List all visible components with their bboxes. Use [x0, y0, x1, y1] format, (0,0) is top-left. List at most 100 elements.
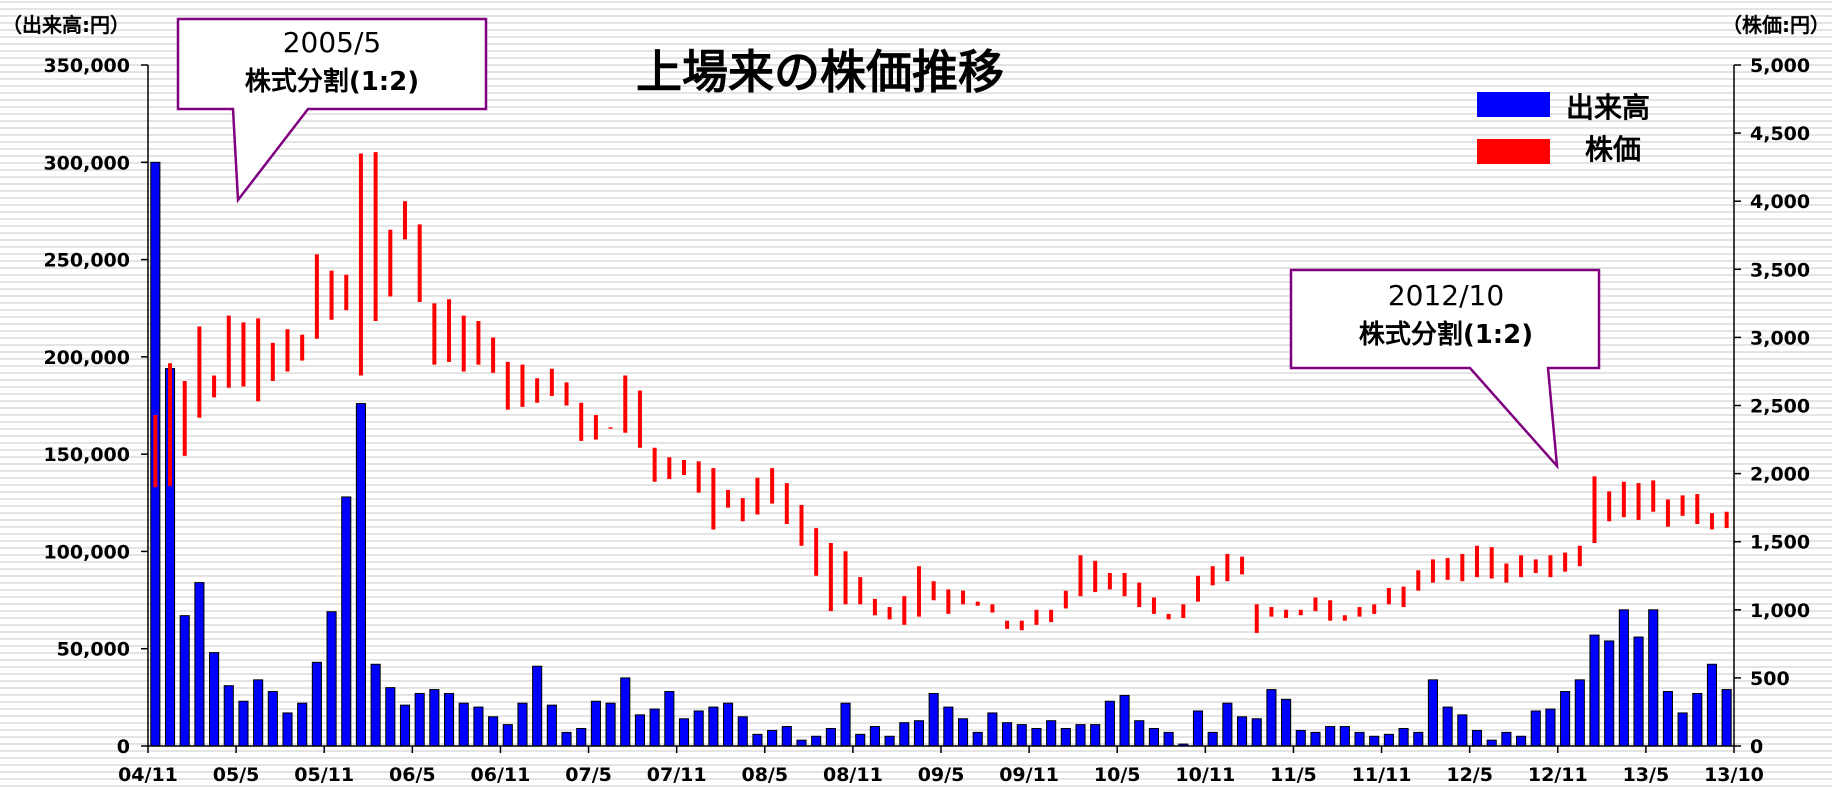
volume-bar	[1721, 689, 1732, 747]
left-axis-tick-label: 100,000	[43, 541, 130, 563]
x-axis-tick-label: 11/5	[1270, 764, 1317, 786]
volume-bar	[1104, 700, 1115, 747]
x-axis-tick-label: 10/5	[1094, 764, 1141, 786]
volume-bar	[1383, 733, 1394, 747]
legend: 出来高 株価	[1477, 91, 1650, 166]
volume-bar	[825, 727, 836, 747]
volume-bar	[1090, 724, 1101, 747]
volume-bar	[928, 692, 939, 747]
volume-bar	[179, 615, 190, 747]
left-axis-tick-label: 350,000	[43, 55, 130, 77]
x-axis-tick-label: 08/5	[741, 764, 788, 786]
volume-bar	[620, 677, 631, 747]
volume-bar	[1471, 729, 1483, 747]
right-axis-tick-label: 2,000	[1750, 464, 1810, 486]
volume-bar	[1442, 706, 1453, 747]
volume-bar	[502, 724, 513, 747]
volume-bar	[223, 685, 234, 747]
volume-bar	[1618, 609, 1629, 747]
volume-bar	[781, 726, 792, 747]
volume-bar	[1002, 722, 1013, 747]
volume-bar	[1677, 712, 1688, 747]
volume-bar	[370, 663, 381, 747]
right-axis-tick-label: 3,000	[1750, 327, 1810, 349]
volume-bar	[341, 496, 352, 747]
volume-bar	[311, 661, 322, 747]
volume-bar	[869, 726, 880, 747]
volume-bar	[1060, 727, 1071, 747]
volume-bar	[1031, 727, 1042, 747]
right-axis-tick-label: 1,500	[1750, 532, 1810, 554]
callout-date-2012: 2012/10	[1388, 279, 1504, 312]
volume-bar	[1016, 724, 1027, 747]
volume-bar	[811, 735, 822, 747]
volume-bar	[473, 706, 484, 747]
x-axis-tick-label: 06/5	[389, 764, 436, 786]
volume-bar	[1530, 710, 1541, 747]
volume-bar	[1486, 739, 1497, 747]
volume-bar	[634, 714, 646, 747]
left-axis-tick-label: 0	[117, 736, 130, 758]
volume-bar	[1501, 731, 1512, 747]
volume-bar	[1648, 609, 1659, 747]
callout-split-2012: 2012/10 株式分割(1:2)	[1289, 268, 1601, 470]
volume-bar	[1662, 691, 1673, 747]
x-axis-tick-label: 13/5	[1623, 764, 1670, 786]
x-axis-tick-label: 06/11	[471, 764, 531, 786]
volume-bar	[326, 611, 337, 747]
volume-bar	[708, 706, 719, 747]
callout-box-2012	[1289, 268, 1601, 470]
right-axis-tick-label: 4,500	[1750, 123, 1810, 145]
volume-bar	[1148, 727, 1159, 747]
volume-bar	[972, 731, 983, 747]
left-axis-tick-label: 300,000	[43, 152, 130, 174]
x-axis-tick-label: 05/5	[213, 764, 260, 786]
volume-bar	[1369, 735, 1380, 747]
volume-bar	[355, 403, 366, 747]
right-axis-tick-label: 3,500	[1750, 259, 1810, 281]
volume-bar	[1222, 702, 1233, 747]
price-ranges	[153, 152, 1729, 633]
legend-label-volume: 出来高	[1566, 91, 1650, 124]
volume-bar	[1236, 716, 1248, 747]
volume-bar	[649, 708, 660, 747]
volume-bar	[576, 727, 587, 747]
volume-bar	[1163, 731, 1174, 747]
x-axis-tick-label: 05/11	[294, 764, 354, 786]
volume-bar	[1325, 726, 1336, 747]
left-axis-tick-label: 150,000	[43, 444, 130, 466]
volume-bar	[678, 718, 690, 747]
volume-bar	[840, 702, 851, 747]
volume-bar	[561, 731, 572, 747]
volume-bar	[913, 720, 925, 747]
volume-bar	[1457, 714, 1468, 747]
left-axis-tick-label: 250,000	[43, 250, 130, 272]
volume-bar	[664, 691, 675, 747]
chart-title: 上場来の株価推移	[636, 45, 1004, 99]
x-axis-tick-label: 07/5	[565, 764, 612, 786]
volume-bar	[1046, 720, 1057, 747]
x-axis-tick-label: 11/11	[1352, 764, 1412, 786]
volume-bar	[253, 679, 264, 747]
volume-bar	[693, 710, 704, 747]
volume-bar	[238, 700, 249, 747]
callout-text-2012: 株式分割(1:2)	[1359, 319, 1533, 350]
volume-bar	[1427, 679, 1439, 747]
volume-bar	[429, 689, 440, 747]
volume-bar	[1398, 727, 1409, 747]
volume-bar	[899, 722, 910, 747]
left-axis-tick-label: 200,000	[43, 347, 130, 369]
volume-bar	[385, 687, 396, 747]
volume-bar	[987, 712, 998, 747]
right-axis-tick-label: 4,000	[1750, 191, 1810, 213]
volume-bar	[796, 739, 807, 747]
legend-swatch-volume	[1477, 92, 1550, 117]
volume-bar	[1119, 694, 1130, 747]
volume-bar	[209, 652, 220, 747]
volume-bar	[1574, 679, 1585, 747]
callout-box-2005	[176, 17, 488, 204]
x-axis-tick-label: 09/5	[918, 764, 965, 786]
volume-bar	[1633, 636, 1644, 747]
volume-bar	[943, 706, 954, 747]
